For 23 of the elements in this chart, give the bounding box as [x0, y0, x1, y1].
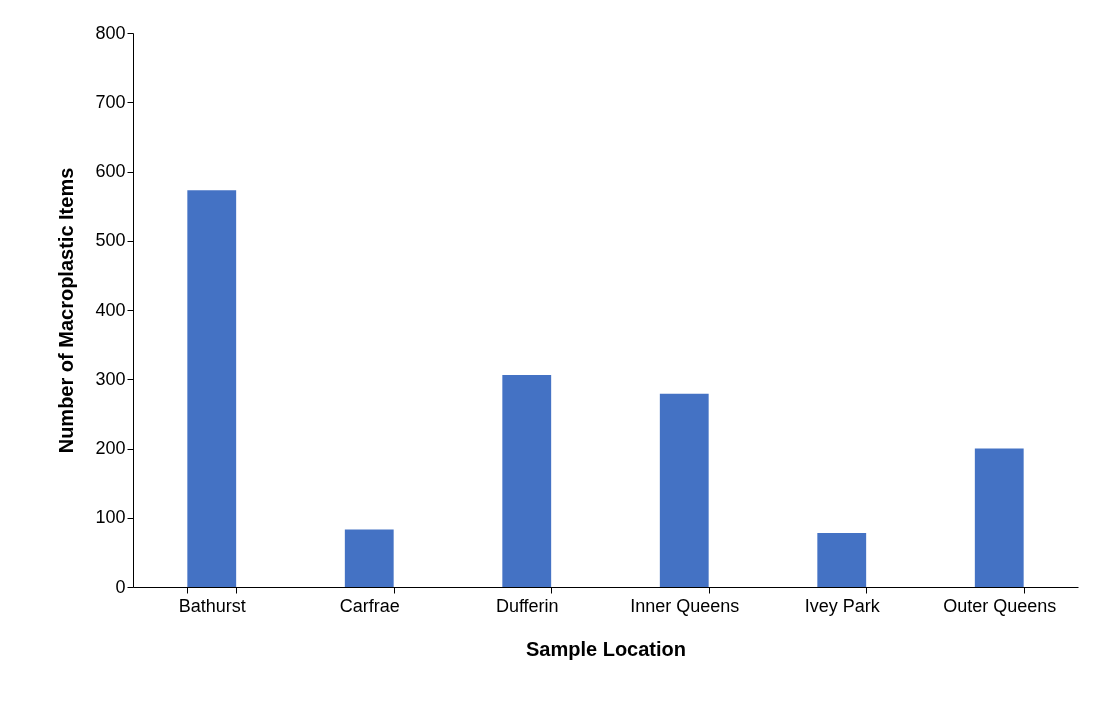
- bar: [344, 529, 394, 587]
- bar: [187, 190, 237, 587]
- bar: [659, 393, 709, 587]
- y-tick-label: 500: [95, 230, 126, 251]
- x-tick-label: Ivey Park: [804, 595, 881, 616]
- bar: [974, 448, 1024, 587]
- y-tick-label: 800: [95, 22, 126, 43]
- x-axis-title: Sample Location: [525, 637, 687, 660]
- x-tick-label: Dufferin: [495, 595, 559, 616]
- y-tick-label: 200: [95, 438, 126, 458]
- y-tick-label: 600: [95, 161, 126, 181]
- bar: [817, 532, 867, 587]
- y-tick-label: 0: [115, 576, 126, 597]
- x-tick-label: Inner Queens: [630, 595, 740, 616]
- y-tick-label: 300: [95, 368, 126, 389]
- bar: [502, 375, 552, 587]
- x-tick-label: Carfrae: [339, 595, 400, 616]
- x-tick-label: Bathurst: [178, 595, 246, 616]
- y-tick-label: 400: [95, 299, 126, 320]
- y-axis-title: Number of Macroplastic Items: [55, 167, 78, 454]
- y-tick-label: 100: [95, 507, 126, 528]
- x-tick-label: Outer Queens: [943, 595, 1057, 616]
- y-tick-label: 700: [95, 91, 126, 112]
